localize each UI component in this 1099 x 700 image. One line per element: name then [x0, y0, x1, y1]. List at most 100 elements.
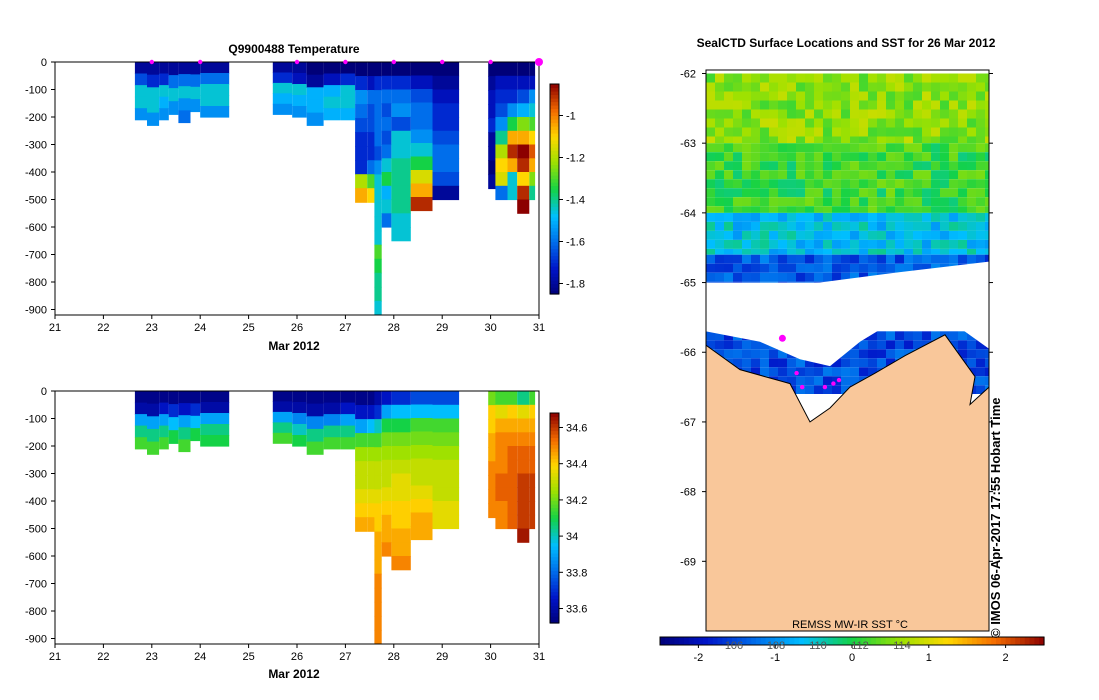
sst-pixel [841, 272, 850, 282]
sst-pixel [958, 143, 967, 153]
sst-pixel [967, 179, 976, 189]
sst-pixel [796, 221, 805, 231]
sst-pixel [814, 367, 823, 377]
sst-pixel [931, 161, 940, 171]
salinity-profile-cell [374, 503, 382, 519]
temperature-colorbar-step [550, 203, 559, 208]
salinity-y-tick-label: -300 [25, 469, 47, 481]
sst-pixel [769, 188, 778, 198]
sst-pixel [922, 254, 931, 264]
sst-pixel [706, 263, 715, 273]
sst-pixel [841, 197, 850, 207]
sst-pixel [787, 136, 796, 144]
sea-ice-region [706, 261, 989, 367]
temperature-profile-cell [178, 98, 191, 111]
temperature-profile-cell [495, 144, 508, 159]
sst-pixel [868, 263, 877, 273]
sst-pixel [949, 170, 958, 180]
temperature-colorbar-step [550, 231, 559, 236]
sst-pixel [706, 197, 715, 207]
temperature-x-tick-label: 31 [533, 322, 545, 334]
sst-pixel [895, 197, 904, 207]
salinity-colorbar-step [550, 535, 559, 540]
sst-pixel [823, 91, 832, 101]
temperature-profile-cell [367, 174, 375, 189]
sst-pixel [913, 170, 922, 180]
salinity-profile-cell [355, 461, 368, 476]
sst-pixel [967, 109, 976, 119]
salinity-colorbar-step [550, 514, 559, 519]
temperature-profile-cell [306, 99, 324, 114]
sst-pixel [868, 349, 877, 359]
salinity-profile-cell [190, 391, 201, 404]
sst-pixel [832, 385, 841, 394]
salinity-profile-cell [517, 473, 530, 488]
sst-pixel [724, 248, 733, 255]
sst-pixel [832, 118, 841, 128]
sst-pixel [913, 331, 922, 341]
salinity-profile-cell [488, 419, 496, 434]
salinity-profile-cell [292, 402, 307, 414]
sst-pixel [715, 197, 724, 207]
sst-pixel [715, 143, 724, 153]
temperature-colorbar-step [550, 238, 559, 243]
sst-pixel [895, 206, 904, 213]
sst-pixel [742, 127, 751, 137]
temperature-profile-cell [529, 185, 536, 201]
sst-pixel [841, 248, 850, 255]
salinity-colorbar-tick-label: 34.2 [566, 495, 587, 507]
sst-pixel [760, 340, 769, 350]
sst-pixel [760, 118, 769, 128]
sst-pixel [850, 188, 859, 198]
sst-pixel [859, 358, 868, 368]
salinity-profile-cell [432, 404, 460, 420]
sst-pixel [706, 161, 715, 171]
temperature-profile-cell [190, 74, 201, 88]
sst-pixel [724, 73, 733, 83]
salinity-profile-cell [410, 472, 433, 487]
map-lon-tick-label: 112 [851, 640, 869, 652]
temperature-profile-cell [374, 118, 382, 133]
temperature-profile-cell [495, 75, 508, 91]
temperature-colorbar-step [550, 133, 559, 138]
sst-colorbar-step [832, 637, 839, 645]
sst-pixel [859, 197, 868, 207]
sst-pixel [814, 127, 823, 137]
sst-pixel [733, 239, 742, 249]
sst-pixel [841, 118, 850, 128]
sst-pixel [832, 100, 841, 110]
temperature-profile-cell [410, 89, 433, 104]
temperature-colorbar-tick-label: -1.6 [566, 237, 585, 249]
salinity-profile-cell [200, 391, 230, 403]
temperature-profile-cell [292, 84, 307, 96]
sst-pixel [769, 263, 778, 273]
sst-pixel [850, 248, 859, 255]
temperature-y-tick-label: -800 [25, 277, 47, 289]
temperature-x-tick-label: 30 [484, 322, 496, 334]
sst-pixel [742, 248, 751, 255]
salinity-profile-cell [410, 391, 433, 406]
sst-pixel [814, 152, 823, 162]
sst-pixel [841, 206, 850, 213]
salinity-colorbar-step [550, 420, 559, 425]
sst-pixel [832, 82, 841, 92]
sst-pixel [850, 127, 859, 137]
temperature-profile-cell [507, 117, 518, 132]
sst-colorbar-step [679, 637, 685, 645]
sst-colorbar-step [909, 637, 915, 645]
salinity-colorbar-step [550, 479, 559, 484]
temperature-profile-cell [200, 84, 230, 96]
sst-pixel [724, 188, 733, 198]
sst-pixel [733, 127, 742, 137]
sst-pixel [931, 136, 940, 144]
sst-pixel [931, 82, 940, 92]
sst-pixel [868, 188, 877, 198]
temperature-profile-cell [381, 130, 392, 146]
salinity-colorbar-step [550, 574, 559, 579]
sst-pixel [931, 206, 940, 213]
sst-pixel [733, 73, 742, 83]
sst-pixel [967, 170, 976, 180]
sst-pixel [886, 263, 895, 273]
sst-pixel [877, 127, 886, 137]
salinity-profile-cell [381, 501, 392, 516]
